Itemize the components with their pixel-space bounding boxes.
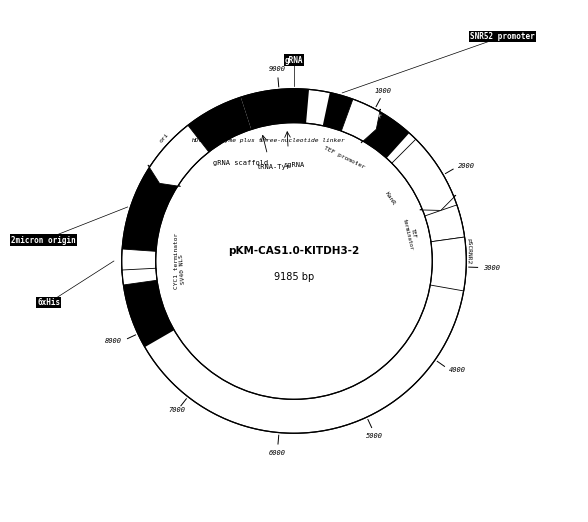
Text: HDV ribozyme plus three-nucleotide linker: HDV ribozyme plus three-nucleotide linke… [191, 138, 345, 144]
Text: sgRNA: sgRNA [283, 162, 305, 168]
Text: 6000: 6000 [269, 450, 286, 456]
Polygon shape [240, 89, 309, 129]
Polygon shape [273, 91, 289, 121]
Text: 2000: 2000 [458, 163, 475, 169]
Text: 3000: 3000 [483, 265, 500, 270]
Polygon shape [392, 139, 456, 210]
Polygon shape [341, 99, 380, 143]
Text: TEF promoter: TEF promoter [323, 146, 366, 170]
Polygon shape [122, 89, 466, 433]
Polygon shape [256, 93, 275, 122]
Polygon shape [122, 249, 156, 273]
Text: 6xHis: 6xHis [37, 298, 60, 307]
Text: ori: ori [158, 132, 170, 144]
Text: pSCRNR2: pSCRNR2 [466, 238, 472, 264]
Polygon shape [323, 92, 409, 158]
Text: KanR: KanR [384, 191, 396, 206]
Polygon shape [122, 97, 251, 347]
Text: 5000: 5000 [366, 433, 383, 438]
Text: 2micron origin: 2micron origin [11, 235, 76, 245]
Text: 8000: 8000 [105, 338, 122, 344]
Text: SNR52 promoter: SNR52 promoter [470, 32, 535, 41]
Polygon shape [291, 91, 305, 121]
Text: 9000: 9000 [269, 66, 286, 72]
Text: 9185 bp: 9185 bp [274, 271, 314, 282]
Text: gRNA scaffold: gRNA scaffold [213, 160, 269, 165]
Text: 7000: 7000 [169, 407, 186, 413]
Polygon shape [148, 125, 209, 186]
Polygon shape [122, 268, 157, 285]
Text: pKM-CAS1.0-KITDH3-2: pKM-CAS1.0-KITDH3-2 [228, 245, 360, 256]
Text: KanMX: KanMX [363, 107, 382, 120]
Text: CYC1 terminator: CYC1 terminator [174, 233, 179, 289]
Text: TEF
terminator: TEF terminator [402, 217, 420, 251]
Polygon shape [425, 205, 465, 242]
Text: 1000: 1000 [375, 88, 392, 93]
Polygon shape [430, 237, 466, 291]
Text: gRNA: gRNA [285, 55, 303, 65]
Text: SV40 NLS: SV40 NLS [179, 254, 186, 284]
Text: tRNA-Tyr: tRNA-Tyr [256, 164, 290, 170]
Text: 4000: 4000 [449, 366, 466, 373]
